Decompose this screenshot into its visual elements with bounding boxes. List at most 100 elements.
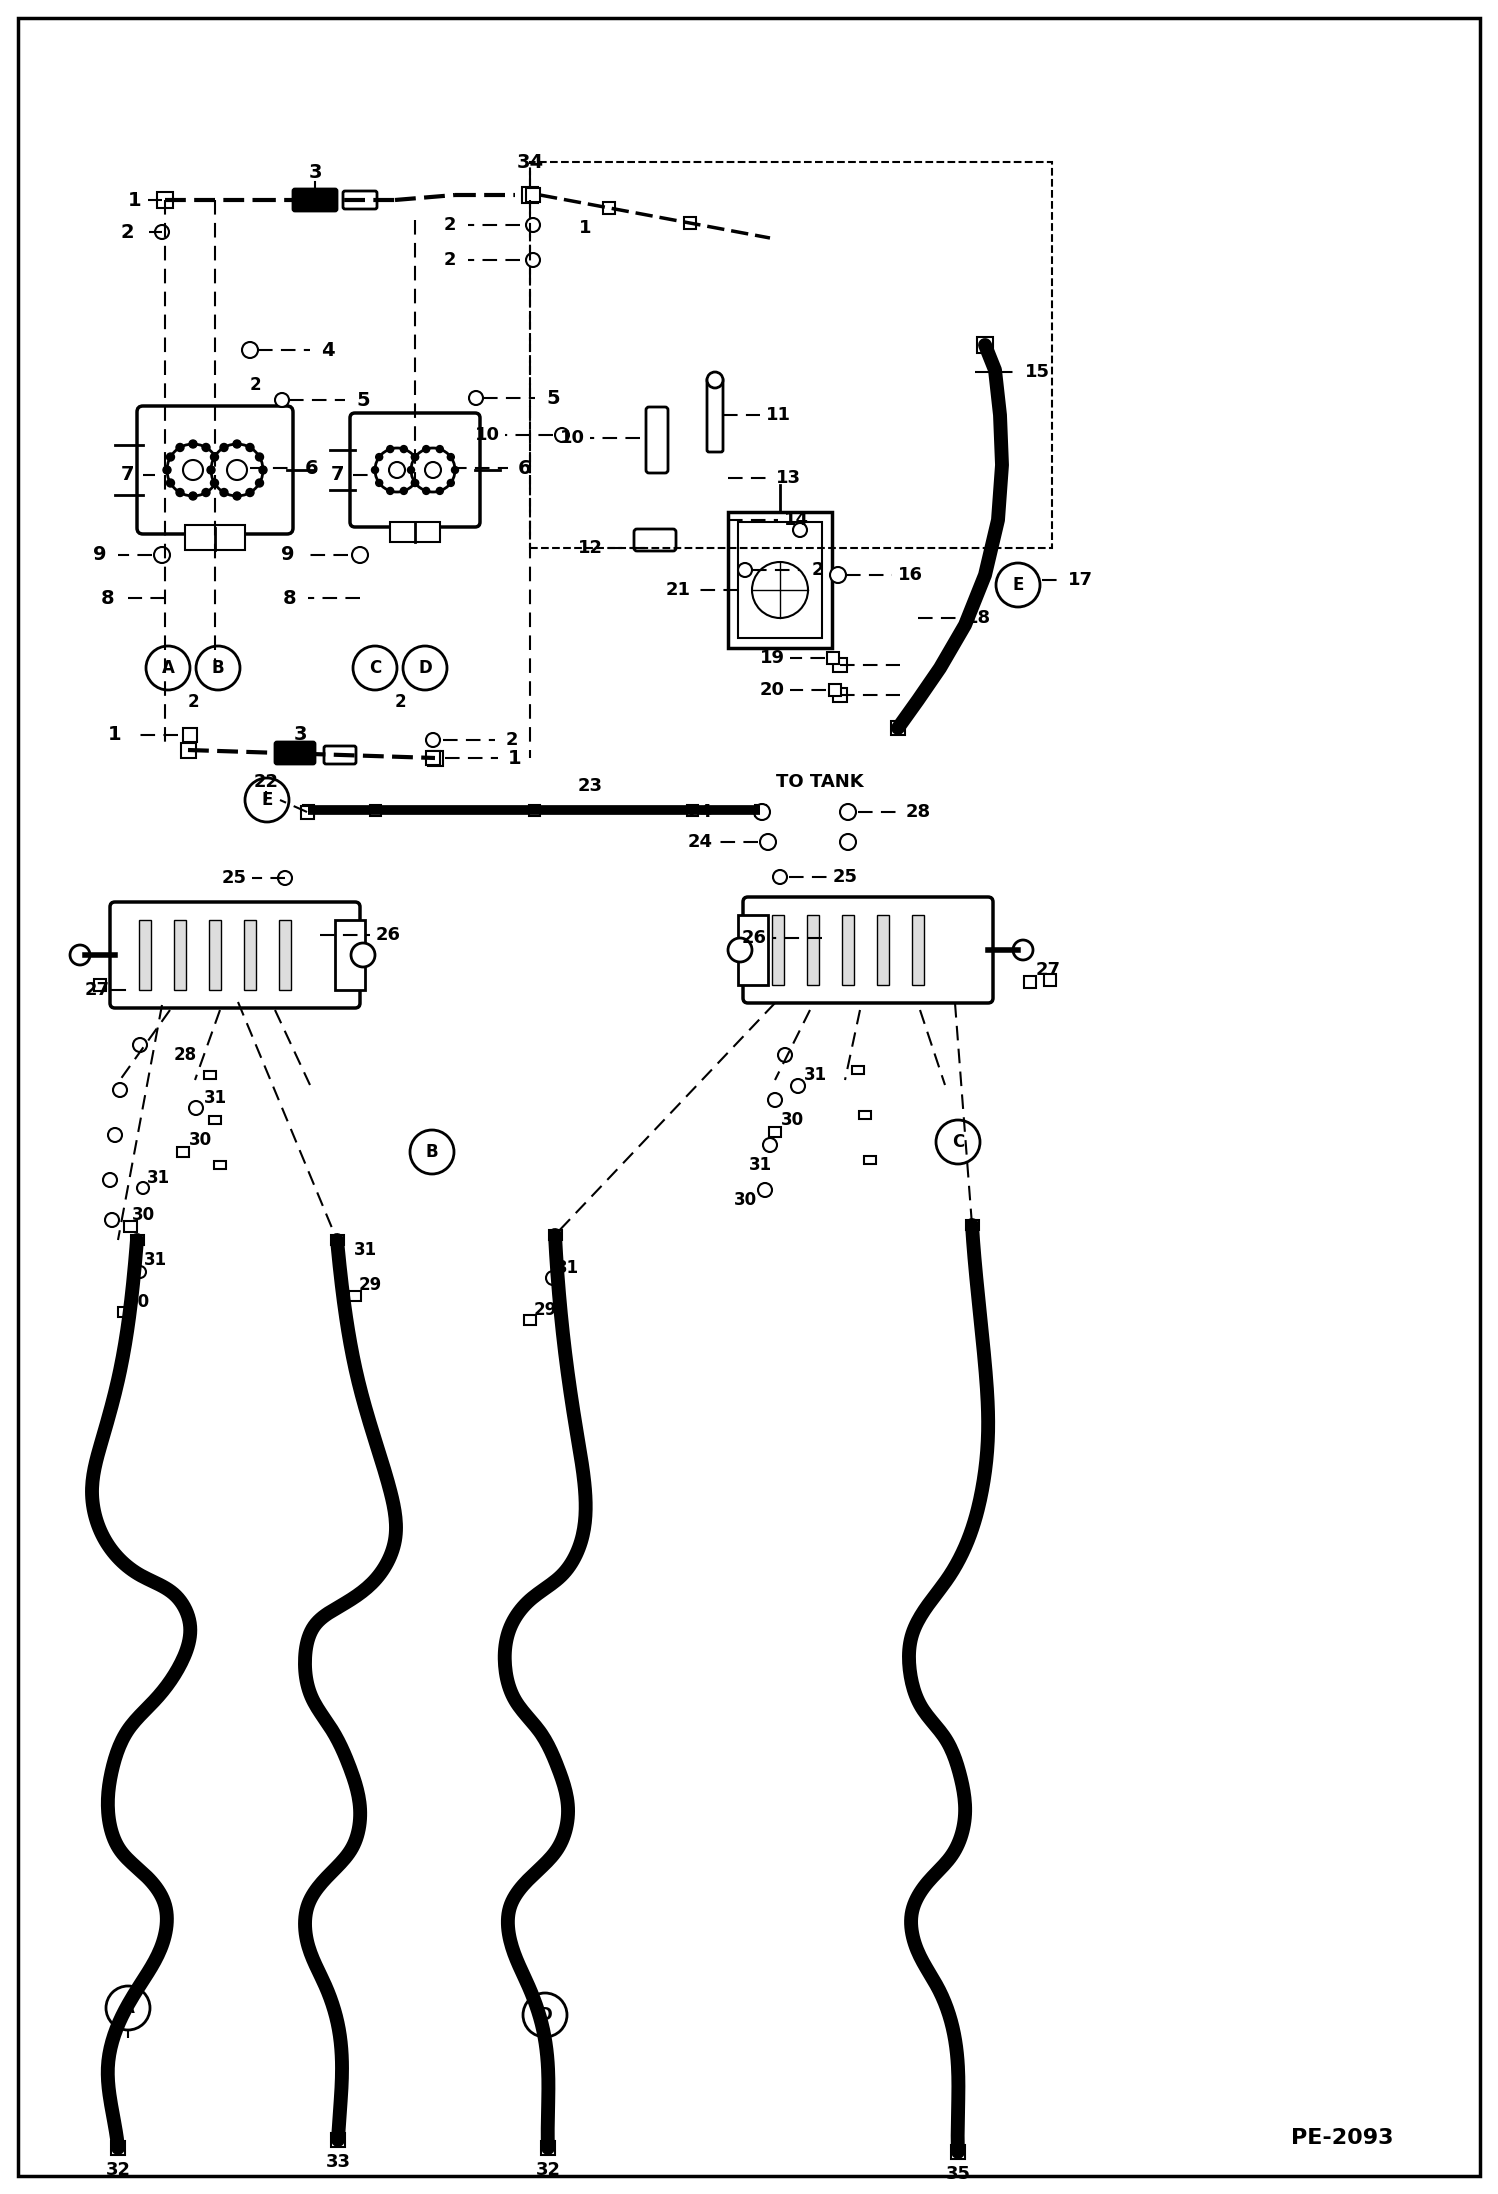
Text: 5: 5: [547, 388, 560, 408]
Text: 31: 31: [144, 1251, 166, 1268]
Circle shape: [211, 452, 219, 461]
Bar: [864, 1156, 876, 1165]
Text: 1: 1: [108, 726, 121, 744]
Circle shape: [436, 487, 443, 494]
Circle shape: [220, 489, 228, 496]
Circle shape: [389, 463, 404, 478]
Circle shape: [1013, 939, 1034, 961]
Bar: [174, 919, 186, 989]
Bar: [210, 1117, 222, 1123]
FancyBboxPatch shape: [634, 529, 676, 551]
Bar: [833, 689, 846, 702]
Circle shape: [469, 391, 482, 406]
Circle shape: [707, 373, 724, 388]
Bar: [876, 915, 888, 985]
Text: 28: 28: [174, 1047, 196, 1064]
Circle shape: [279, 871, 292, 884]
Text: 32: 32: [105, 2161, 130, 2179]
Circle shape: [403, 645, 446, 689]
Bar: [807, 915, 819, 985]
Bar: [139, 919, 151, 989]
Bar: [94, 979, 106, 992]
Text: A: A: [121, 1999, 135, 2016]
Text: 31: 31: [749, 1156, 771, 1174]
Circle shape: [526, 217, 539, 233]
Bar: [279, 919, 291, 989]
Circle shape: [211, 452, 220, 461]
Circle shape: [374, 448, 419, 491]
Circle shape: [526, 252, 539, 268]
Text: 24: 24: [688, 834, 713, 851]
Circle shape: [145, 645, 190, 689]
FancyBboxPatch shape: [646, 408, 668, 474]
Bar: [111, 2141, 124, 2155]
Text: 17: 17: [1068, 570, 1092, 588]
Circle shape: [739, 564, 752, 577]
Circle shape: [106, 1986, 150, 2029]
Circle shape: [351, 943, 374, 968]
Circle shape: [996, 564, 1040, 608]
Text: 6: 6: [518, 459, 532, 478]
Text: D: D: [538, 2005, 551, 2025]
Circle shape: [216, 465, 223, 474]
FancyBboxPatch shape: [136, 406, 294, 533]
Text: 6: 6: [306, 459, 319, 478]
Circle shape: [70, 946, 90, 965]
Circle shape: [410, 1130, 454, 1174]
Text: 3: 3: [294, 726, 307, 744]
Bar: [184, 524, 246, 551]
Circle shape: [412, 480, 418, 487]
Circle shape: [768, 1093, 782, 1108]
Text: 2: 2: [394, 693, 406, 711]
Text: 31: 31: [803, 1066, 827, 1084]
Circle shape: [211, 443, 264, 496]
Text: 7: 7: [121, 465, 135, 485]
Text: 9: 9: [282, 546, 295, 564]
Circle shape: [166, 443, 219, 496]
Bar: [130, 1235, 144, 1244]
Circle shape: [752, 562, 807, 619]
Bar: [842, 915, 854, 985]
Text: 30: 30: [126, 1292, 150, 1312]
Text: 31: 31: [556, 1259, 578, 1277]
Circle shape: [246, 443, 255, 452]
Circle shape: [136, 1183, 148, 1194]
Text: 12: 12: [578, 540, 602, 557]
Bar: [728, 511, 831, 647]
Text: 34: 34: [517, 154, 544, 171]
Bar: [123, 1220, 136, 1231]
Bar: [529, 805, 539, 816]
FancyBboxPatch shape: [743, 897, 993, 1003]
Bar: [768, 1128, 780, 1136]
Text: 2: 2: [506, 731, 518, 748]
Text: 32: 32: [535, 2161, 560, 2179]
Circle shape: [211, 478, 219, 487]
Bar: [244, 919, 256, 989]
Text: 5: 5: [357, 391, 370, 410]
Text: D: D: [418, 658, 431, 678]
Text: 30: 30: [780, 1110, 803, 1130]
Circle shape: [175, 443, 184, 452]
Circle shape: [154, 226, 169, 239]
FancyBboxPatch shape: [109, 902, 360, 1007]
Text: 28: 28: [905, 803, 930, 821]
Bar: [349, 1290, 361, 1301]
Text: 31: 31: [354, 1242, 376, 1259]
Circle shape: [386, 487, 394, 494]
Circle shape: [133, 1038, 147, 1051]
Bar: [336, 919, 366, 989]
Circle shape: [386, 445, 394, 452]
Bar: [977, 338, 993, 353]
Bar: [331, 2133, 345, 2148]
Circle shape: [412, 454, 418, 461]
Circle shape: [545, 1270, 560, 1286]
FancyBboxPatch shape: [324, 746, 357, 764]
Circle shape: [154, 546, 169, 564]
Circle shape: [220, 443, 228, 452]
Text: 31: 31: [204, 1088, 226, 1108]
Circle shape: [791, 1079, 804, 1093]
Circle shape: [256, 478, 264, 487]
Text: 14: 14: [783, 511, 809, 529]
Bar: [739, 522, 822, 638]
Bar: [683, 217, 695, 228]
